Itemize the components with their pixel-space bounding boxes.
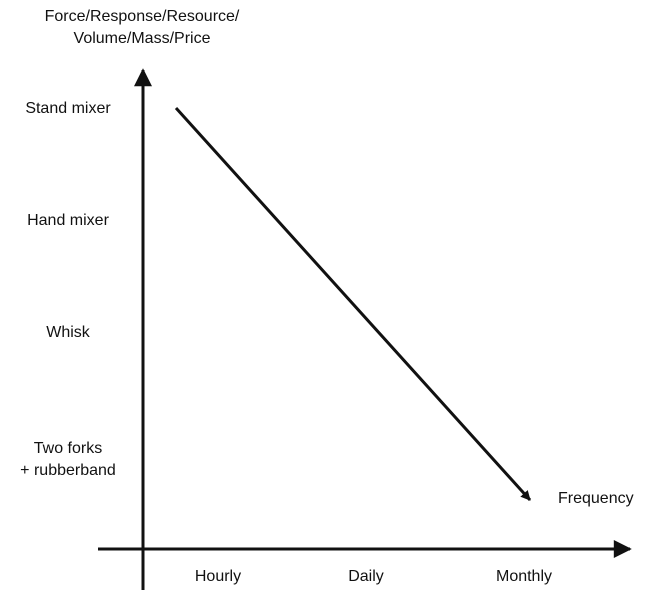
y-level-stand-mixer: Stand mixer <box>25 100 111 117</box>
x-level-daily: Daily <box>348 568 384 585</box>
y-axis-title: Force/Response/Resource/ Volume/Mass/Pri… <box>0 6 284 50</box>
x-axis-title: Frequency <box>558 490 634 507</box>
y-level-whisk: Whisk <box>46 324 90 341</box>
y-level-two-forks: Two forks + rubberband <box>20 440 116 479</box>
y-axis-title-line-2: Volume/Mass/Price <box>73 30 211 47</box>
trend-arrow <box>174 106 532 502</box>
x-level-monthly: Monthly <box>495 568 553 585</box>
x-level-hourly: Hourly <box>194 568 242 585</box>
y-level-hand-mixer: Hand mixer <box>27 212 109 229</box>
y-axis-title-line-1: Force/Response/Resource/ <box>44 8 240 25</box>
